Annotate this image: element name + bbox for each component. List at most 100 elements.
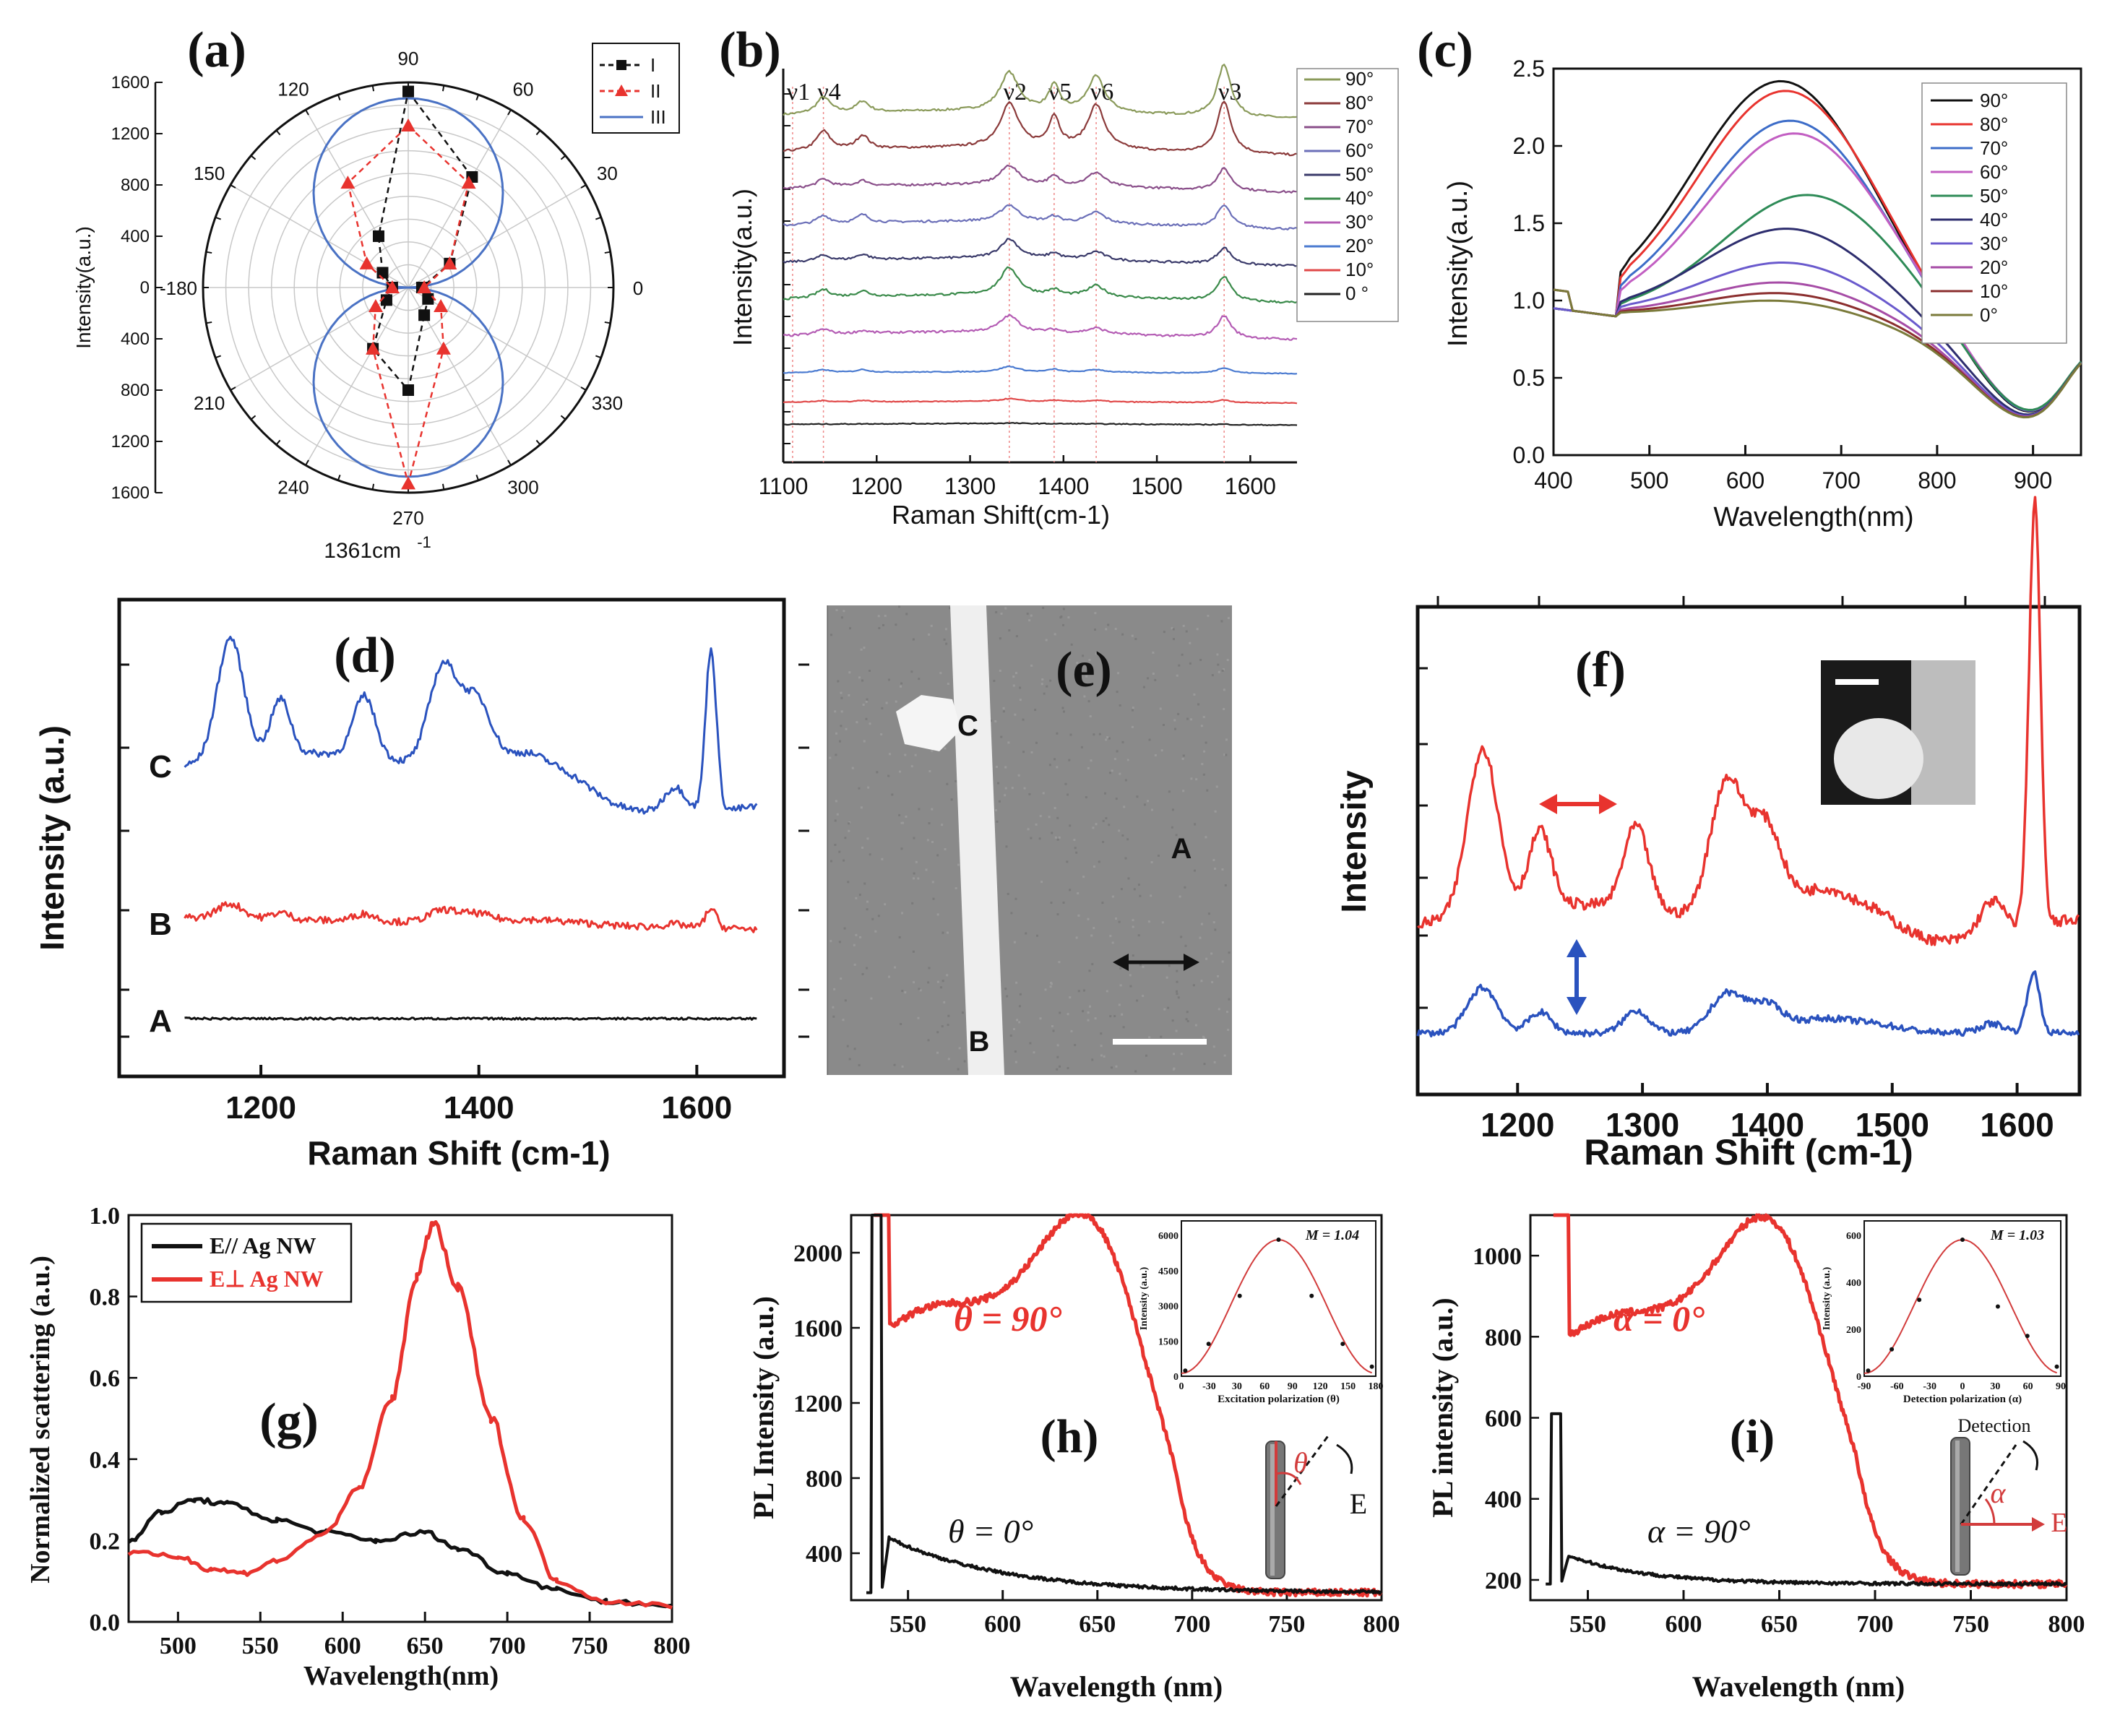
sem-noise	[945, 628, 947, 630]
polar-tick	[306, 110, 309, 115]
sem-noise	[1025, 932, 1027, 934]
raman-series-70°	[783, 165, 1297, 193]
legend-marker	[616, 60, 626, 70]
sem-noise	[1132, 726, 1134, 728]
y-tick-label: 0.2	[90, 1528, 121, 1555]
sem-noise	[1059, 1066, 1061, 1068]
x-tick-label: 1600	[661, 1090, 732, 1126]
sem-noise	[899, 936, 901, 938]
raman-series-C	[185, 637, 757, 814]
panel-f: (f)1200 1300 1400 1500 1600Raman Shift (cm-1…	[1335, 497, 2080, 1173]
x-axis-title: Wavelength(nm)	[1713, 502, 1913, 532]
sem-noise	[995, 611, 997, 613]
x-tick-label: 400	[1534, 467, 1572, 493]
polar-tick	[373, 484, 374, 490]
sem-noise	[1173, 1053, 1175, 1055]
sem-noise	[927, 981, 929, 983]
sem-noise	[1013, 684, 1015, 686]
sem-noise	[1226, 1011, 1228, 1013]
sem-noise	[1049, 764, 1051, 766]
x-axis-title: Raman Shift (cm-1)	[307, 1134, 610, 1172]
axis-title-sup: -1	[417, 533, 431, 551]
sem-noise	[1022, 719, 1025, 721]
x-tick-label: 500	[160, 1633, 197, 1659]
sem-noise	[1012, 787, 1014, 789]
sem-noise	[1015, 898, 1017, 900]
sem-noise	[884, 615, 887, 617]
inset-data-point	[1960, 1238, 1965, 1242]
sem-noise	[1111, 1066, 1113, 1068]
sem-noise	[838, 851, 840, 853]
x-tick-label: 750	[1268, 1611, 1305, 1638]
sem-noise	[1010, 912, 1012, 914]
polar-tick	[443, 85, 444, 91]
theta-symbol: θ	[1293, 1446, 1308, 1479]
radial-tick-label: 400	[121, 329, 150, 349]
sem-noise	[1048, 816, 1051, 818]
sem-noise	[931, 841, 934, 843]
sem-noise	[901, 822, 903, 824]
sem-noise	[1107, 623, 1109, 626]
polar-tick	[338, 475, 340, 480]
raman-series-60°	[783, 205, 1297, 230]
sem-noise	[1100, 1045, 1103, 1047]
sem-noise	[1022, 751, 1025, 753]
peak-label: ν2	[1004, 79, 1027, 105]
sem-noise	[861, 806, 863, 808]
sem-noise	[941, 1025, 944, 1027]
sem-noise	[841, 710, 843, 712]
panel-label: (e)	[1056, 642, 1112, 698]
legend-entry: 30°	[1345, 211, 1374, 233]
field-label: E	[2051, 1508, 2067, 1538]
sem-noise	[1176, 1030, 1178, 1032]
inset-data-point	[2055, 1365, 2059, 1369]
figure-canvas: (a) 9060300330300270240210-18015012016001…	[0, 0, 2120, 1736]
polar-tick	[215, 355, 221, 358]
polar-tick	[605, 322, 611, 323]
polar-tick	[443, 484, 444, 490]
x-tick-label: 1400	[1038, 473, 1089, 499]
sem-noise	[1225, 738, 1228, 740]
sem-noise	[1132, 707, 1134, 709]
sem-noise	[1118, 829, 1120, 832]
legend-entry: 50°	[1980, 185, 2008, 207]
sem-noise	[840, 977, 842, 980]
x-tick-label: 1200	[851, 473, 902, 499]
sem-noise	[866, 967, 868, 970]
y-tick-label: 0.0	[1513, 442, 1545, 468]
sem-noise	[1216, 785, 1218, 787]
sem-noise	[917, 877, 919, 879]
sem-noise	[918, 678, 920, 680]
sem-noise	[1119, 704, 1121, 707]
sem-noise	[1098, 860, 1100, 863]
sem-noise	[1227, 659, 1229, 661]
sem-noise	[1030, 837, 1032, 839]
panel-e: (e)CAB	[798, 605, 1232, 1075]
sem-noise	[1043, 693, 1046, 695]
sem-noise	[1056, 1068, 1058, 1071]
sem-noise	[1228, 951, 1231, 954]
y-tick-label: 0.0	[90, 1610, 121, 1636]
pl-series-black	[1546, 1414, 2066, 1586]
sem-noise	[1222, 961, 1224, 963]
sem-noise	[1163, 631, 1165, 633]
sem-noise	[1062, 624, 1064, 626]
sem-noise	[999, 637, 1001, 639]
sem-noise	[1201, 725, 1203, 727]
sem-noise	[844, 928, 846, 930]
sem-noise	[1077, 892, 1079, 894]
sem-noise	[1087, 1019, 1089, 1022]
sem-noise	[918, 988, 920, 990]
sem-noise	[1117, 672, 1119, 674]
sem-noise	[1121, 634, 1124, 636]
sem-noise	[1160, 708, 1162, 710]
x-axis-title: Wavelength(nm)	[303, 1661, 499, 1691]
sem-noise	[1100, 1054, 1103, 1056]
sem-noise	[866, 699, 868, 701]
inset-frame	[1864, 1221, 2061, 1376]
data-point-triangle	[436, 342, 451, 355]
raman-series-parallel	[1418, 497, 2079, 945]
sem-noise	[1150, 894, 1152, 897]
y-tick-label: 1.0	[90, 1203, 121, 1230]
sem-noise	[936, 1031, 939, 1033]
